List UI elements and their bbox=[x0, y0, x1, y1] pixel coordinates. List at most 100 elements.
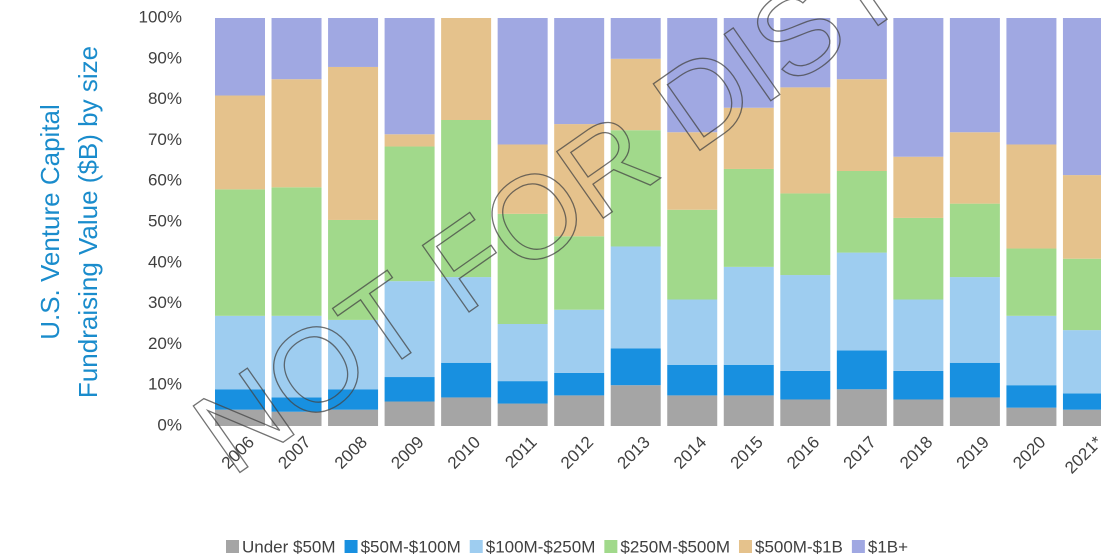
x-tick-label: 2017 bbox=[840, 433, 880, 473]
bar-segment bbox=[836, 389, 887, 426]
bar-segment bbox=[554, 124, 605, 237]
bar-segment bbox=[441, 120, 492, 278]
bar-segment bbox=[610, 348, 661, 386]
y-tick-label: 30% bbox=[148, 293, 182, 312]
legend-swatch bbox=[604, 540, 618, 553]
bar-segment bbox=[497, 381, 548, 404]
bar-segment bbox=[328, 66, 379, 220]
x-tick-label: 2020 bbox=[1009, 433, 1049, 473]
y-tick-label: 100% bbox=[139, 7, 182, 26]
x-tick-label: 2008 bbox=[331, 433, 371, 473]
y-tick-label: 20% bbox=[148, 334, 182, 353]
bar-segment bbox=[893, 370, 944, 400]
bar-segment bbox=[271, 18, 322, 80]
bar-segment bbox=[1006, 248, 1057, 316]
bar-segment bbox=[328, 409, 379, 426]
bar-segment bbox=[215, 95, 265, 190]
bar-segment bbox=[836, 350, 887, 390]
bar-segment bbox=[949, 277, 1000, 363]
bar-segment bbox=[1006, 18, 1057, 145]
bar-segment bbox=[215, 389, 265, 410]
bar-segment bbox=[441, 397, 492, 426]
bar-segment bbox=[667, 299, 718, 365]
x-tick-label: 2019 bbox=[953, 433, 993, 473]
y-tick-label: 0% bbox=[157, 415, 182, 434]
bar-segment bbox=[554, 18, 605, 125]
bar-segment bbox=[497, 324, 548, 382]
bar-segment bbox=[271, 397, 322, 412]
y-tick-label: 40% bbox=[148, 252, 182, 271]
legend-label: $50M-$100M bbox=[361, 537, 461, 556]
x-tick-label: 2014 bbox=[670, 433, 710, 473]
bar-segment bbox=[554, 395, 605, 426]
bar-segment bbox=[1062, 18, 1101, 176]
bar-segment bbox=[893, 156, 944, 218]
bar-segment bbox=[1006, 407, 1057, 426]
bar-segment bbox=[610, 58, 661, 131]
bar-segment bbox=[723, 266, 774, 365]
legend-swatch bbox=[851, 540, 865, 553]
bar-segment bbox=[780, 87, 831, 194]
bar-segment bbox=[1006, 385, 1057, 408]
bar-segment bbox=[215, 409, 265, 426]
x-tick-label: 2012 bbox=[557, 433, 597, 473]
legend-swatch bbox=[738, 540, 752, 553]
bar-segment bbox=[328, 219, 379, 320]
bar-segment bbox=[384, 281, 435, 378]
bar-segment bbox=[441, 18, 492, 120]
bar-segment bbox=[949, 397, 1000, 426]
legend-swatch bbox=[469, 540, 483, 553]
bar-segment bbox=[667, 209, 718, 300]
bar-segment bbox=[1006, 144, 1057, 249]
bar-segment bbox=[893, 299, 944, 371]
legend-label: $100M-$250M bbox=[486, 537, 596, 556]
bar-segment bbox=[554, 372, 605, 396]
x-tick-label: 2009 bbox=[387, 433, 427, 473]
legend-swatch bbox=[226, 540, 239, 553]
legend-label: $1B+ bbox=[868, 537, 908, 556]
bar-segment bbox=[1062, 409, 1101, 426]
bar-segment bbox=[723, 18, 774, 108]
bar-segment bbox=[780, 18, 831, 88]
y-tick-label: 80% bbox=[148, 89, 182, 108]
bar-segment bbox=[271, 187, 322, 316]
bar-segment bbox=[384, 134, 435, 147]
y-tick-label: 90% bbox=[148, 48, 182, 67]
bar-segment bbox=[949, 362, 1000, 398]
bar-segment bbox=[723, 107, 774, 169]
x-tick-label: 2018 bbox=[896, 433, 936, 473]
bar-segment bbox=[893, 18, 944, 157]
y-tick-label: 50% bbox=[148, 211, 182, 230]
bar-segment bbox=[610, 246, 661, 349]
bar-segment bbox=[441, 362, 492, 398]
bar-segment bbox=[723, 364, 774, 396]
x-tick-label: 2010 bbox=[444, 433, 484, 473]
bar-segment bbox=[441, 277, 492, 363]
bar-segment bbox=[667, 132, 718, 210]
bar-segment bbox=[836, 252, 887, 351]
bar-segment bbox=[949, 18, 1000, 133]
bar-segment bbox=[384, 401, 435, 426]
bar-segment bbox=[554, 236, 605, 310]
bar-segment bbox=[271, 315, 322, 398]
bar-segment bbox=[1062, 330, 1101, 394]
bar-segment bbox=[1062, 175, 1101, 259]
bar-segment bbox=[667, 364, 718, 396]
legend-label: $500M-$1B bbox=[755, 537, 843, 556]
bar-segment bbox=[723, 168, 774, 267]
bar-segment bbox=[497, 18, 548, 145]
bar-segment bbox=[836, 171, 887, 253]
bar-segment bbox=[384, 377, 435, 402]
bar-segment bbox=[667, 18, 718, 133]
bar-segment bbox=[328, 18, 379, 67]
bar-segment bbox=[723, 395, 774, 426]
x-tick-label: 2016 bbox=[783, 433, 823, 473]
y-tick-label: 10% bbox=[148, 375, 182, 394]
legend-label: Under $50M bbox=[242, 537, 336, 556]
bar-segment bbox=[949, 203, 1000, 278]
y-tick-label: 60% bbox=[148, 171, 182, 190]
bar-segment bbox=[328, 319, 379, 390]
y-axis-label: U.S. Venture Capital bbox=[35, 104, 65, 340]
bar-segment bbox=[497, 213, 548, 324]
legend: Under $50M $50M-$100M $100M-$250M $250M-$50… bbox=[226, 537, 908, 556]
